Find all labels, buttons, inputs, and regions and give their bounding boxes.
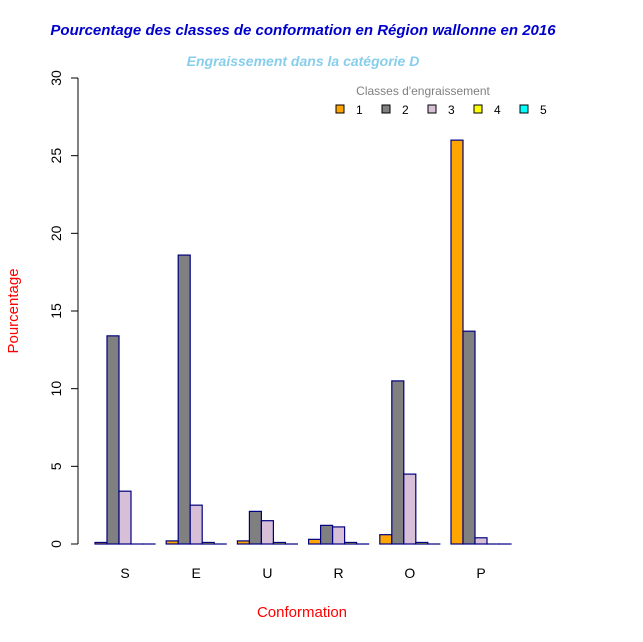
bar-S-class-3 xyxy=(118,490,132,545)
x-axis-label: Conformation xyxy=(257,604,347,621)
bar-R-class-2 xyxy=(320,524,334,545)
legend-label-2: 2 xyxy=(402,103,409,117)
bar-U-class-4 xyxy=(272,541,286,545)
x-tick-label: R xyxy=(334,565,344,581)
legend-label-5: 5 xyxy=(540,103,547,117)
legend: 1 2 3 4 5 xyxy=(335,103,547,117)
y-tick-label: 0 xyxy=(48,540,64,548)
bar-P-class-1 xyxy=(450,139,464,545)
y-tick-label: 20 xyxy=(48,225,64,241)
legend-title: Classes d'engraissement xyxy=(356,84,490,98)
bar-O-class-3 xyxy=(403,473,417,545)
bar-E-class-4 xyxy=(201,541,215,545)
x-tick-label: S xyxy=(120,565,129,581)
legend-swatch-4 xyxy=(473,104,483,114)
bar-O-class-2 xyxy=(391,380,405,545)
bar-R-class-1 xyxy=(308,538,322,545)
y-tick-label: 15 xyxy=(48,303,64,319)
bar-S-class-2 xyxy=(106,335,120,545)
legend-swatch-2 xyxy=(381,104,391,114)
legend-swatch-5 xyxy=(519,104,529,114)
bar-R-class-4 xyxy=(344,541,358,545)
bar-R-class-3 xyxy=(332,526,346,545)
x-tick-label: O xyxy=(404,565,415,581)
x-tick-label: E xyxy=(192,565,201,581)
x-tick-label: P xyxy=(476,565,485,581)
bar-E-class-3 xyxy=(189,504,203,545)
legend-label-3: 3 xyxy=(448,103,455,117)
bar-E-class-2 xyxy=(177,254,191,545)
y-tick-label: 10 xyxy=(48,381,64,397)
bar-U-class-2 xyxy=(248,510,262,545)
bars xyxy=(94,139,512,545)
chart-title: Pourcentage des classes de conformation … xyxy=(50,22,556,39)
bar-P-class-2 xyxy=(462,330,476,545)
y-tick-label: 30 xyxy=(48,70,64,86)
bar-U-class-1 xyxy=(236,540,250,545)
legend-label-1: 1 xyxy=(356,103,363,117)
y-axis: 0 5 10 15 20 25 30 xyxy=(48,70,79,548)
bar-O-class-4 xyxy=(415,541,429,545)
bar-U-class-3 xyxy=(260,520,274,545)
x-tick-label: U xyxy=(262,565,272,581)
bar-O-class-1 xyxy=(379,534,393,545)
bar-E-class-1 xyxy=(165,540,179,545)
y-tick-label: 25 xyxy=(48,148,64,164)
chart-subtitle: Engraissement dans la catégorie D xyxy=(187,53,420,69)
legend-swatch-1 xyxy=(335,104,345,114)
bar-S-class-1 xyxy=(94,541,108,545)
legend-swatch-3 xyxy=(427,104,437,114)
y-tick-label: 5 xyxy=(48,462,64,470)
bar-P-class-3 xyxy=(474,537,488,545)
legend-label-4: 4 xyxy=(494,103,501,117)
y-axis-label: Pourcentage xyxy=(5,268,22,353)
